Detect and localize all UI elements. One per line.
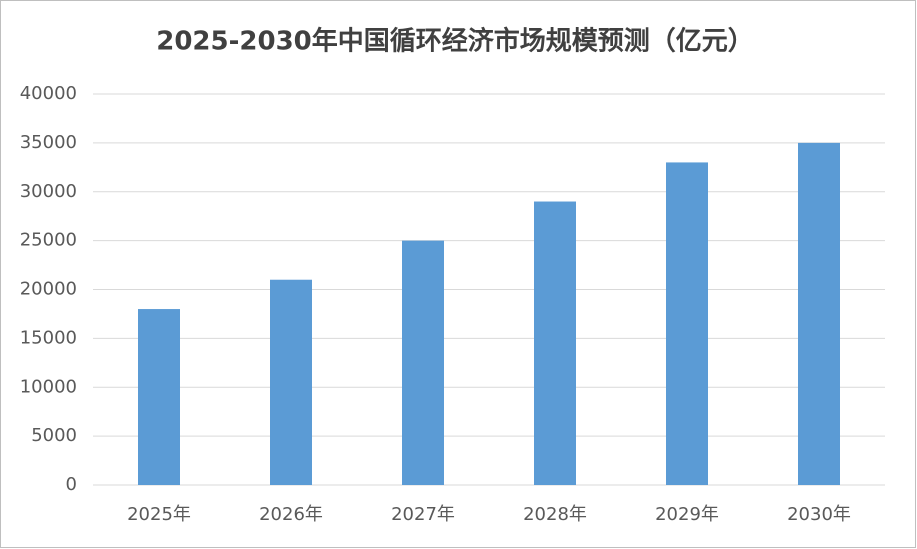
x-tick-label: 2030年 [787,504,851,525]
y-tick-label: 35000 [20,132,77,153]
y-tick-label: 10000 [20,376,77,397]
y-tick-label: 40000 [20,83,77,104]
bar [798,142,840,485]
x-tick-label: 2027年 [391,504,455,525]
y-tick-label: 5000 [31,425,77,446]
x-tick-label: 2028年 [523,504,587,525]
x-tick-label: 2029年 [655,504,719,525]
y-tick-label: 25000 [20,230,77,251]
x-tick-label: 2025年 [127,504,191,525]
y-tick-label: 20000 [20,279,77,300]
bar [666,162,708,486]
bar [270,279,312,485]
bar [534,201,576,485]
bar [402,240,444,485]
x-tick-label: 2026年 [259,504,323,525]
chart-title: 2025-2030年中国循环经济市场规模预测（亿元） [156,26,754,57]
y-tick-label: 30000 [20,181,77,202]
y-tick-label: 0 [66,474,77,495]
bar [138,309,180,485]
y-tick-label: 15000 [20,327,77,348]
